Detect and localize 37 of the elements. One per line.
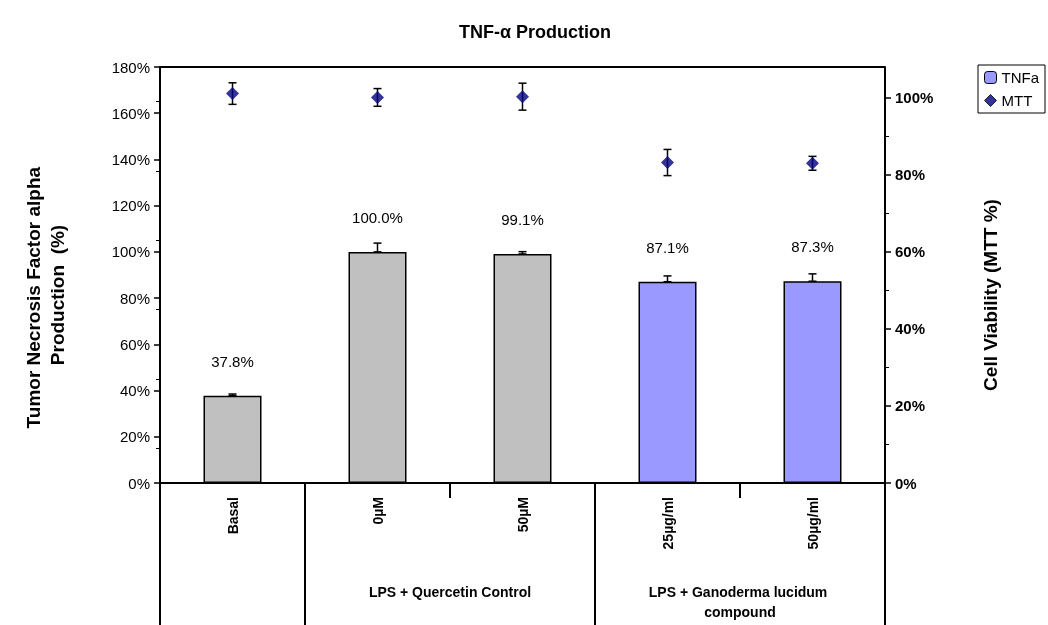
point: [226, 87, 239, 101]
y-tick-label: 0%: [128, 474, 150, 492]
x-tick-label: 50µM: [514, 497, 531, 533]
legend-label: MTT: [1001, 92, 1033, 109]
x-tick-label: 0µM: [369, 497, 386, 525]
point: [371, 90, 384, 104]
y2-axis-title: Cell Viability (MTT %): [979, 199, 1001, 391]
data-label: 37.8%: [211, 352, 254, 370]
y-tick-label: 20%: [119, 428, 150, 446]
y-tick-label: 120%: [111, 197, 150, 215]
y-tick-label: 40%: [119, 382, 150, 400]
x-tick-label: Basal: [224, 497, 241, 535]
y2-tick-label: 100%: [895, 89, 934, 107]
y-tick-label: 100%: [111, 243, 150, 261]
y2-tick-label: 0%: [895, 474, 917, 492]
x-tick-label: 25µg/ml: [659, 497, 676, 550]
y-tick-label: 140%: [111, 150, 150, 168]
point: [661, 156, 674, 170]
text: LPS + Ganoderma lucidum compound: [648, 584, 832, 620]
y-axis-title: Tumor Necrosis Factor alpha Production (%): [22, 161, 68, 429]
data-label: 100.0%: [352, 208, 403, 226]
y2-tick-label: 40%: [895, 320, 926, 338]
data-label: 87.3%: [791, 238, 834, 256]
point: [516, 90, 529, 104]
y-tick-label: 180%: [111, 58, 150, 76]
y-tick-label: 160%: [111, 104, 150, 122]
data-label: 99.1%: [501, 210, 544, 228]
x-tick-label: 50µg/ml: [804, 497, 821, 550]
y2-tick-label: 20%: [895, 397, 926, 415]
data-label: 87.1%: [646, 238, 689, 256]
y2-tick-label: 60%: [895, 243, 926, 261]
text: LPS + Quercetin Control: [368, 584, 532, 600]
chart-title: TNF-α Production: [458, 22, 612, 42]
legend-label: TNFa: [1001, 69, 1040, 86]
y2-tick-label: 80%: [895, 166, 926, 184]
y-tick-label: 80%: [119, 289, 150, 307]
y-tick-label: 60%: [119, 335, 150, 353]
